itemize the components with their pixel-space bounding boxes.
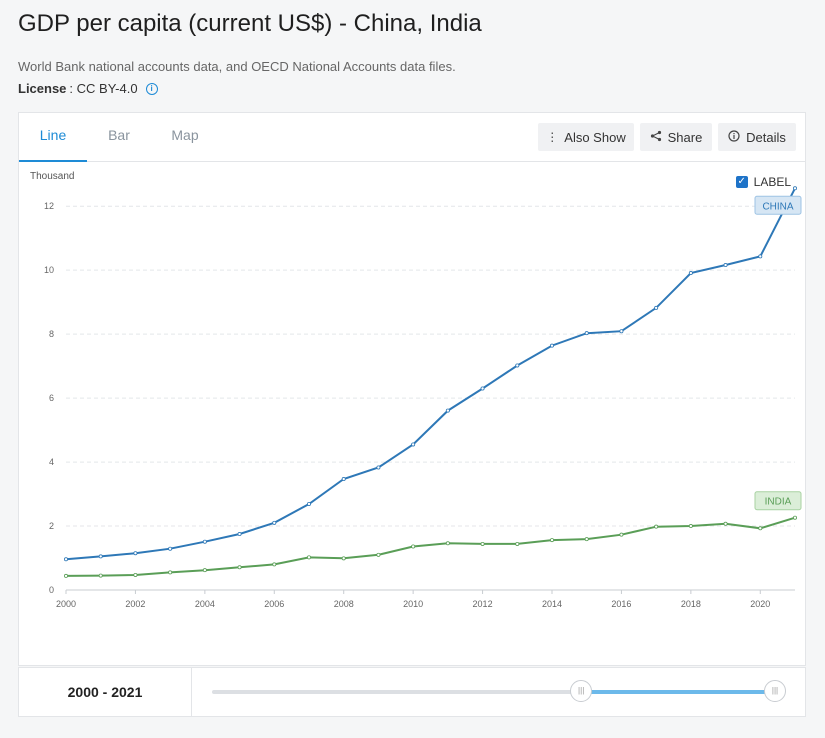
more-vertical-icon: ⋮ bbox=[546, 130, 559, 144]
data-point-china[interactable] bbox=[202, 539, 207, 544]
data-point-china[interactable] bbox=[723, 263, 728, 268]
data-point-india[interactable] bbox=[550, 538, 555, 543]
data-point-india[interactable] bbox=[133, 572, 138, 577]
page-title: GDP per capita (current US$) - China, In… bbox=[18, 10, 482, 37]
data-point-india[interactable] bbox=[758, 526, 763, 531]
y-axis-title: Thousand bbox=[30, 171, 74, 182]
data-point-india[interactable] bbox=[411, 544, 416, 549]
data-point-india[interactable] bbox=[64, 573, 69, 578]
data-point-china[interactable] bbox=[445, 408, 450, 413]
data-point-india[interactable] bbox=[619, 532, 624, 537]
x-tick-label: 2008 bbox=[334, 599, 354, 609]
data-point-india[interactable] bbox=[341, 556, 346, 561]
data-point-india[interactable] bbox=[445, 541, 450, 546]
x-tick-label: 2000 bbox=[56, 599, 76, 609]
x-tick-label: 2004 bbox=[195, 599, 215, 609]
y-tick-label: 6 bbox=[49, 393, 54, 403]
data-point-china[interactable] bbox=[793, 186, 798, 191]
y-tick-label: 0 bbox=[49, 585, 54, 595]
data-point-india[interactable] bbox=[306, 555, 311, 560]
data-point-india[interactable] bbox=[480, 541, 485, 546]
x-tick-label: 2016 bbox=[611, 599, 631, 609]
data-point-india[interactable] bbox=[654, 524, 659, 529]
data-point-china[interactable] bbox=[550, 343, 555, 348]
series-label: INDIA bbox=[765, 497, 792, 508]
tab-bar[interactable]: Bar bbox=[108, 127, 130, 143]
data-point-india[interactable] bbox=[584, 537, 589, 542]
share-button[interactable]: Share bbox=[640, 123, 712, 151]
also-show-button[interactable]: ⋮ Also Show bbox=[538, 123, 634, 151]
range-label: 2000 - 2021 bbox=[19, 668, 192, 716]
x-tick-label: 2020 bbox=[750, 599, 770, 609]
tab-line[interactable]: Line bbox=[19, 113, 87, 162]
data-point-china[interactable] bbox=[237, 532, 242, 537]
data-point-india[interactable] bbox=[237, 565, 242, 570]
series-label: CHINA bbox=[762, 201, 793, 212]
x-tick-label: 2006 bbox=[264, 599, 284, 609]
data-point-india[interactable] bbox=[688, 524, 693, 529]
data-point-india[interactable] bbox=[202, 568, 207, 573]
info-icon[interactable]: i bbox=[145, 82, 158, 95]
line-chart: Thousand 0 2 4 6 8 10 12 2000 2002 2004 2006 2008 2… bbox=[30, 171, 802, 609]
slider-handle-start[interactable]: ||| bbox=[570, 680, 593, 702]
chart-type-tabs: Line Bar Map ⋮ Also Show Share Details bbox=[19, 113, 805, 162]
label-toggle[interactable]: ✓ LABEL bbox=[735, 175, 791, 189]
data-point-india[interactable] bbox=[168, 570, 173, 575]
time-range-footer: 2000 - 2021 ||| ||| bbox=[18, 667, 806, 717]
also-show-label: Also Show bbox=[564, 129, 626, 145]
data-point-india[interactable] bbox=[793, 515, 798, 520]
x-tick-label: 2010 bbox=[403, 599, 423, 609]
x-tick-label: 2012 bbox=[473, 599, 493, 609]
y-tick-label: 8 bbox=[49, 329, 54, 339]
series-line-china[interactable] bbox=[65, 187, 796, 561]
source-note: World Bank national accounts data, and O… bbox=[18, 59, 456, 74]
details-label: Details bbox=[746, 129, 786, 145]
data-point-china[interactable] bbox=[272, 520, 277, 525]
data-point-china[interactable] bbox=[515, 363, 520, 368]
y-tick-label: 2 bbox=[49, 521, 54, 531]
data-point-china[interactable] bbox=[64, 557, 69, 562]
data-point-china[interactable] bbox=[98, 554, 103, 559]
tab-map[interactable]: Map bbox=[171, 127, 199, 143]
series-label-box bbox=[754, 491, 802, 511]
label-toggle-text: LABEL bbox=[753, 175, 791, 189]
data-point-india[interactable] bbox=[723, 521, 728, 526]
data-point-china[interactable] bbox=[619, 329, 624, 334]
series-label-box bbox=[754, 195, 802, 215]
data-point-china[interactable] bbox=[411, 442, 416, 447]
chart-card: Line Bar Map ⋮ Also Show Share Details ✓… bbox=[18, 112, 806, 666]
data-point-china[interactable] bbox=[758, 254, 763, 259]
share-icon bbox=[650, 130, 662, 145]
checkbox-checked-icon[interactable]: ✓ bbox=[735, 176, 748, 188]
data-point-china[interactable] bbox=[306, 501, 311, 506]
data-point-china[interactable] bbox=[584, 331, 589, 336]
range-slider[interactable]: ||| ||| bbox=[212, 680, 786, 702]
data-point-china[interactable] bbox=[654, 305, 659, 310]
data-point-india[interactable] bbox=[376, 552, 381, 557]
details-button[interactable]: Details bbox=[718, 123, 796, 151]
share-label: Share bbox=[667, 129, 703, 145]
x-tick-label: 2002 bbox=[125, 599, 145, 609]
data-point-china[interactable] bbox=[133, 551, 138, 556]
y-tick-label: 12 bbox=[44, 201, 54, 211]
x-tick-label: 2014 bbox=[542, 599, 562, 609]
license-value: : CC BY-4.0 bbox=[69, 81, 138, 96]
slider-selected-range bbox=[581, 690, 775, 694]
data-point-india[interactable] bbox=[98, 573, 103, 578]
y-tick-label: 4 bbox=[49, 457, 54, 467]
slider-handle-end[interactable]: ||| bbox=[764, 680, 786, 702]
y-tick-label: 10 bbox=[44, 265, 54, 275]
license-label: License bbox=[18, 81, 67, 96]
data-point-china[interactable] bbox=[341, 477, 346, 482]
data-point-china[interactable] bbox=[168, 546, 173, 551]
data-point-india[interactable] bbox=[515, 541, 520, 546]
data-point-china[interactable] bbox=[688, 271, 693, 276]
license: License : CC BY-4.0 i bbox=[18, 81, 158, 96]
data-point-china[interactable] bbox=[480, 386, 485, 391]
series-line-india[interactable] bbox=[65, 516, 796, 577]
data-point-china[interactable] bbox=[376, 465, 381, 470]
data-point-india[interactable] bbox=[272, 562, 277, 567]
x-tick-label: 2018 bbox=[681, 599, 701, 609]
info-circle-icon bbox=[728, 129, 740, 145]
